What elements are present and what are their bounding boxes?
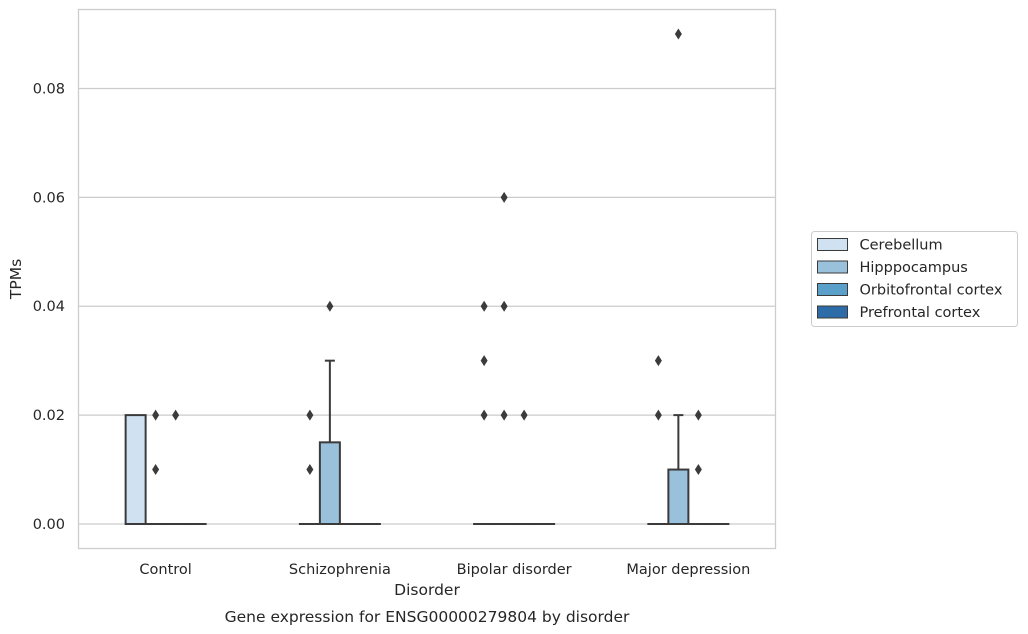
plot-frame <box>77 8 777 550</box>
x-tick-label: Bipolar disorder <box>457 562 572 578</box>
legend-item: Orbitofrontal cortex <box>817 283 1003 299</box>
box-group <box>298 409 321 526</box>
box-group <box>164 409 187 526</box>
legend-item: Prefrontal cortex <box>817 305 981 321</box>
outlier-point <box>500 409 508 421</box>
y-tick-label: 0.06 <box>33 190 65 206</box>
legend-swatch <box>817 260 848 274</box>
chart-title: Gene expression for ENSG00000279804 by d… <box>225 608 630 626</box>
box-group <box>318 300 341 526</box>
box-group <box>647 355 670 526</box>
outlier-point <box>306 464 314 476</box>
legend-label: Hipppocampus <box>860 260 968 276</box>
outlier-point <box>152 409 160 421</box>
x-tick-label: Major depression <box>626 562 750 578</box>
y-tick-label: 0.04 <box>33 299 65 315</box>
outlier-point <box>480 355 488 367</box>
x-tick-label: Schizophrenia <box>289 562 391 578</box>
box-group <box>513 409 536 526</box>
y-axis-label: TPMs <box>7 259 25 300</box>
x-tick-label: Control <box>139 562 191 578</box>
y-tick-label: 0.02 <box>33 408 65 424</box>
box-group <box>473 300 496 526</box>
legend-label: Prefrontal cortex <box>860 305 981 321</box>
legend-swatch <box>817 283 848 296</box>
box <box>318 441 341 526</box>
y-tick-labels: 0.00 0.02 0.04 0.06 0.08 <box>33 81 65 533</box>
box-group <box>493 191 516 526</box>
outlier-point <box>654 355 662 367</box>
gridlines <box>78 87 776 525</box>
x-axis-label: Disorder <box>394 581 460 599</box>
outlier-point <box>694 464 702 476</box>
outlier-point <box>152 464 160 476</box>
legend-item: Cerebellum <box>817 238 943 254</box>
legend-label: Cerebellum <box>860 238 943 254</box>
y-tick-label: 0.00 <box>33 517 65 533</box>
box <box>124 414 147 525</box>
outlier-point <box>694 409 702 421</box>
legend-item: Hipppocampus <box>817 260 968 276</box>
outlier-point <box>480 300 488 312</box>
legend-frame <box>811 231 1018 327</box>
box-group <box>687 409 710 526</box>
legend-swatch <box>817 305 848 319</box>
outlier-point <box>306 409 314 421</box>
outlier-point <box>500 300 508 312</box>
legend-label: Orbitofrontal cortex <box>860 283 1003 299</box>
legend-swatch <box>817 238 848 251</box>
x-tick-labels: Control Schizophrenia Bipolar disorder Majo… <box>139 562 750 578</box>
box-group <box>667 28 690 525</box>
outlier-point <box>172 409 180 421</box>
outlier-point <box>326 300 334 312</box>
outlier-point <box>520 409 528 421</box>
outlier-point <box>480 409 488 421</box>
box-group <box>124 414 147 525</box>
y-tick-label: 0.08 <box>33 81 65 97</box>
box <box>667 468 690 525</box>
outlier-point <box>674 28 682 40</box>
box-marks <box>124 28 730 526</box>
legend: Cerebellum Hipppocampus Orbitofrontal cort… <box>811 231 1018 327</box>
outlier-point <box>500 191 508 203</box>
box-group <box>144 409 167 526</box>
outlier-point <box>654 409 662 421</box>
